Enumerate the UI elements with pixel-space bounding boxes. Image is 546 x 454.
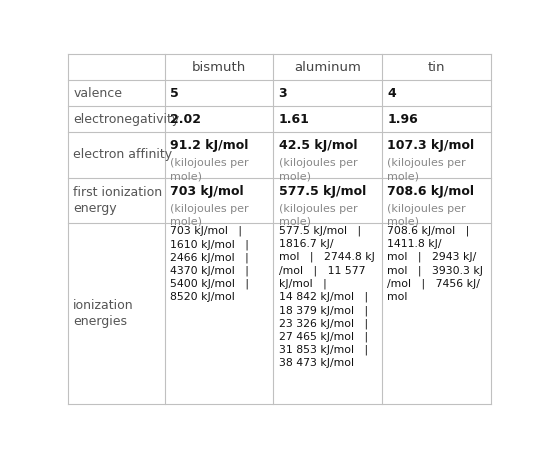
Text: (kilojoules per
mole): (kilojoules per mole)	[387, 204, 466, 227]
Text: 708.6 kJ/mol: 708.6 kJ/mol	[387, 185, 474, 197]
Text: 4: 4	[387, 87, 396, 100]
Text: aluminum: aluminum	[294, 61, 361, 74]
Text: 3: 3	[278, 87, 287, 100]
Text: 1.61: 1.61	[278, 113, 310, 126]
Text: 1.96: 1.96	[387, 113, 418, 126]
Text: ionization
energies: ionization energies	[73, 299, 134, 328]
Text: 577.5 kJ/mol: 577.5 kJ/mol	[278, 185, 366, 197]
Text: (kilojoules per
mole): (kilojoules per mole)	[278, 158, 357, 181]
Text: 577.5 kJ/mol   |
1816.7 kJ/
mol   |   2744.8 kJ
/mol   |   11 577
kJ/mol   |
14 : 577.5 kJ/mol | 1816.7 kJ/ mol | 2744.8 k…	[278, 226, 375, 368]
Text: 42.5 kJ/mol: 42.5 kJ/mol	[278, 139, 357, 152]
Text: bismuth: bismuth	[192, 61, 246, 74]
Text: (kilojoules per
mole): (kilojoules per mole)	[278, 204, 357, 227]
Text: (kilojoules per
mole): (kilojoules per mole)	[387, 158, 466, 181]
Text: 708.6 kJ/mol   |
1411.8 kJ/
mol   |   2943 kJ/
mol   |   3930.3 kJ
/mol   |   74: 708.6 kJ/mol | 1411.8 kJ/ mol | 2943 kJ/…	[387, 226, 483, 302]
Text: valence: valence	[73, 87, 122, 100]
Text: 91.2 kJ/mol: 91.2 kJ/mol	[170, 139, 248, 152]
Text: 5: 5	[170, 87, 179, 100]
Text: first ionization
energy: first ionization energy	[73, 186, 163, 215]
Text: (kilojoules per
mole): (kilojoules per mole)	[170, 204, 248, 227]
Text: (kilojoules per
mole): (kilojoules per mole)	[170, 158, 248, 181]
Text: electronegativity: electronegativity	[73, 113, 180, 126]
Text: 703 kJ/mol: 703 kJ/mol	[170, 185, 244, 197]
Text: electron affinity: electron affinity	[73, 148, 173, 161]
Text: tin: tin	[428, 61, 446, 74]
Text: 703 kJ/mol   |
1610 kJ/mol   |
2466 kJ/mol   |
4370 kJ/mol   |
5400 kJ/mol   |
8: 703 kJ/mol | 1610 kJ/mol | 2466 kJ/mol |…	[170, 226, 249, 302]
Text: 107.3 kJ/mol: 107.3 kJ/mol	[387, 139, 474, 152]
Text: 2.02: 2.02	[170, 113, 201, 126]
